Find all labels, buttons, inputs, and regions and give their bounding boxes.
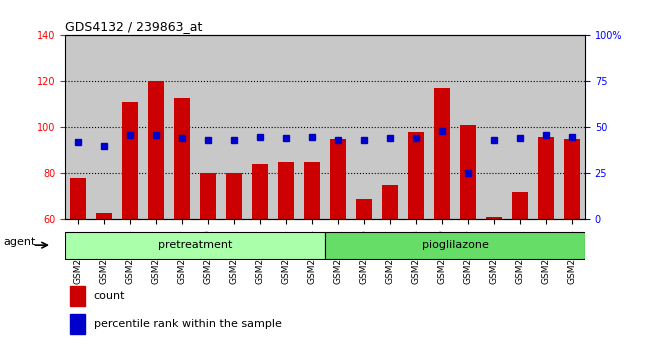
- FancyBboxPatch shape: [325, 232, 585, 259]
- Bar: [382, 185, 398, 219]
- Bar: [481, 35, 507, 219]
- Bar: [200, 173, 216, 219]
- Bar: [247, 35, 273, 219]
- Text: pioglilazone: pioglilazone: [422, 240, 488, 250]
- Bar: [70, 178, 86, 219]
- Bar: [559, 35, 585, 219]
- Bar: [455, 35, 481, 219]
- Bar: [429, 35, 455, 219]
- Bar: [143, 35, 169, 219]
- Bar: [122, 102, 138, 219]
- Bar: [564, 139, 580, 219]
- Bar: [96, 212, 112, 219]
- Bar: [377, 35, 403, 219]
- Bar: [273, 35, 299, 219]
- Bar: [512, 192, 528, 219]
- Bar: [434, 88, 450, 219]
- Text: GDS4132 / 239863_at: GDS4132 / 239863_at: [65, 20, 202, 33]
- Text: agent: agent: [3, 237, 36, 247]
- Bar: [278, 162, 294, 219]
- FancyBboxPatch shape: [65, 232, 325, 259]
- Bar: [351, 35, 377, 219]
- Bar: [148, 81, 164, 219]
- Bar: [70, 286, 84, 306]
- Bar: [403, 35, 429, 219]
- Bar: [91, 35, 117, 219]
- Bar: [174, 97, 190, 219]
- Bar: [460, 125, 476, 219]
- Bar: [226, 173, 242, 219]
- Bar: [408, 132, 424, 219]
- Bar: [195, 35, 221, 219]
- Text: pretreatment: pretreatment: [158, 240, 232, 250]
- Bar: [299, 35, 325, 219]
- Bar: [304, 162, 320, 219]
- Bar: [538, 137, 554, 219]
- Text: count: count: [94, 291, 125, 301]
- Bar: [330, 139, 346, 219]
- Bar: [486, 217, 502, 219]
- Bar: [325, 35, 351, 219]
- Text: percentile rank within the sample: percentile rank within the sample: [94, 319, 281, 329]
- Bar: [169, 35, 195, 219]
- Bar: [221, 35, 247, 219]
- Bar: [507, 35, 533, 219]
- Bar: [356, 199, 372, 219]
- Bar: [252, 164, 268, 219]
- Bar: [65, 35, 91, 219]
- Bar: [533, 35, 559, 219]
- Bar: [117, 35, 143, 219]
- Bar: [70, 314, 84, 334]
